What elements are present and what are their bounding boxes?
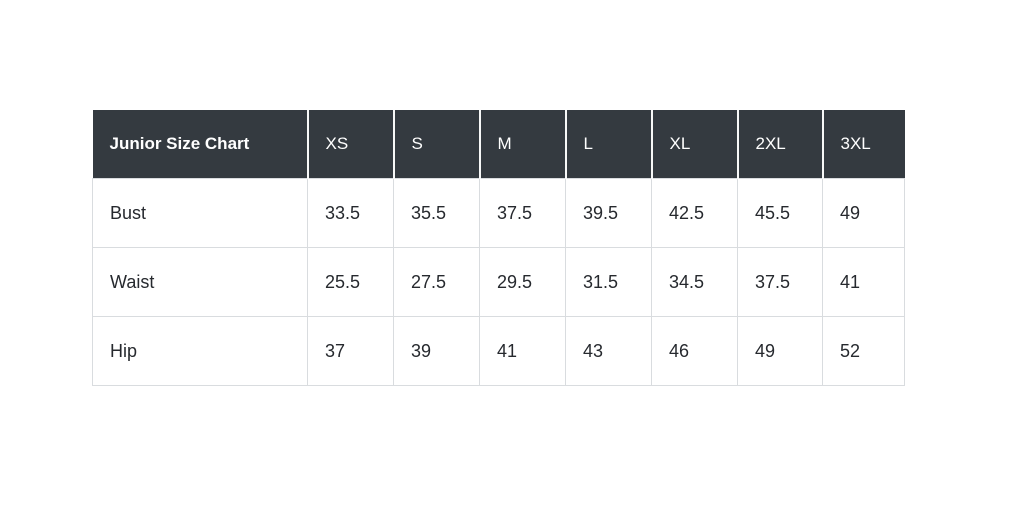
value-cell: 39.5	[565, 178, 652, 248]
junior-size-chart-table: Junior Size Chart XS S M L XL 2XL 3XL Bu…	[92, 110, 905, 386]
table-row-bust: Bust 33.5 35.5 37.5 39.5 42.5 45.5 49	[92, 178, 905, 248]
row-label-waist: Waist	[92, 247, 308, 317]
value-cell: 42.5	[651, 178, 738, 248]
value-cell: 49	[822, 178, 905, 248]
table-row-waist: Waist 25.5 27.5 29.5 31.5 34.5 37.5 41	[92, 247, 905, 317]
value-cell: 45.5	[737, 178, 823, 248]
value-cell: 37	[307, 316, 394, 386]
size-chart-container: Junior Size Chart XS S M L XL 2XL 3XL Bu…	[92, 110, 905, 386]
value-cell: 34.5	[651, 247, 738, 317]
header-cell-xl: XL	[651, 110, 739, 179]
row-label-hip: Hip	[92, 316, 308, 386]
value-cell: 33.5	[307, 178, 394, 248]
header-cell-2xl: 2XL	[737, 110, 824, 179]
table-header: Junior Size Chart XS S M L XL 2XL 3XL	[92, 110, 905, 179]
value-cell: 43	[565, 316, 652, 386]
header-cell-s: S	[393, 110, 481, 179]
value-cell: 29.5	[479, 247, 566, 317]
value-cell: 49	[737, 316, 823, 386]
header-cell-3xl: 3XL	[822, 110, 905, 179]
header-cell-l: L	[565, 110, 653, 179]
value-cell: 31.5	[565, 247, 652, 317]
value-cell: 25.5	[307, 247, 394, 317]
row-label-bust: Bust	[92, 178, 308, 248]
header-cell-m: M	[479, 110, 567, 179]
header-cell-xs: XS	[307, 110, 395, 179]
value-cell: 41	[479, 316, 566, 386]
value-cell: 37.5	[737, 247, 823, 317]
value-cell: 41	[822, 247, 905, 317]
header-row: Junior Size Chart XS S M L XL 2XL 3XL	[92, 110, 905, 179]
table-row-hip: Hip 37 39 41 43 46 49 52	[92, 316, 905, 386]
table-body: Bust 33.5 35.5 37.5 39.5 42.5 45.5 49 Wa…	[92, 178, 905, 386]
value-cell: 27.5	[393, 247, 480, 317]
value-cell: 46	[651, 316, 738, 386]
value-cell: 37.5	[479, 178, 566, 248]
value-cell: 52	[822, 316, 905, 386]
value-cell: 39	[393, 316, 480, 386]
value-cell: 35.5	[393, 178, 480, 248]
table-title: Junior Size Chart	[92, 110, 309, 179]
